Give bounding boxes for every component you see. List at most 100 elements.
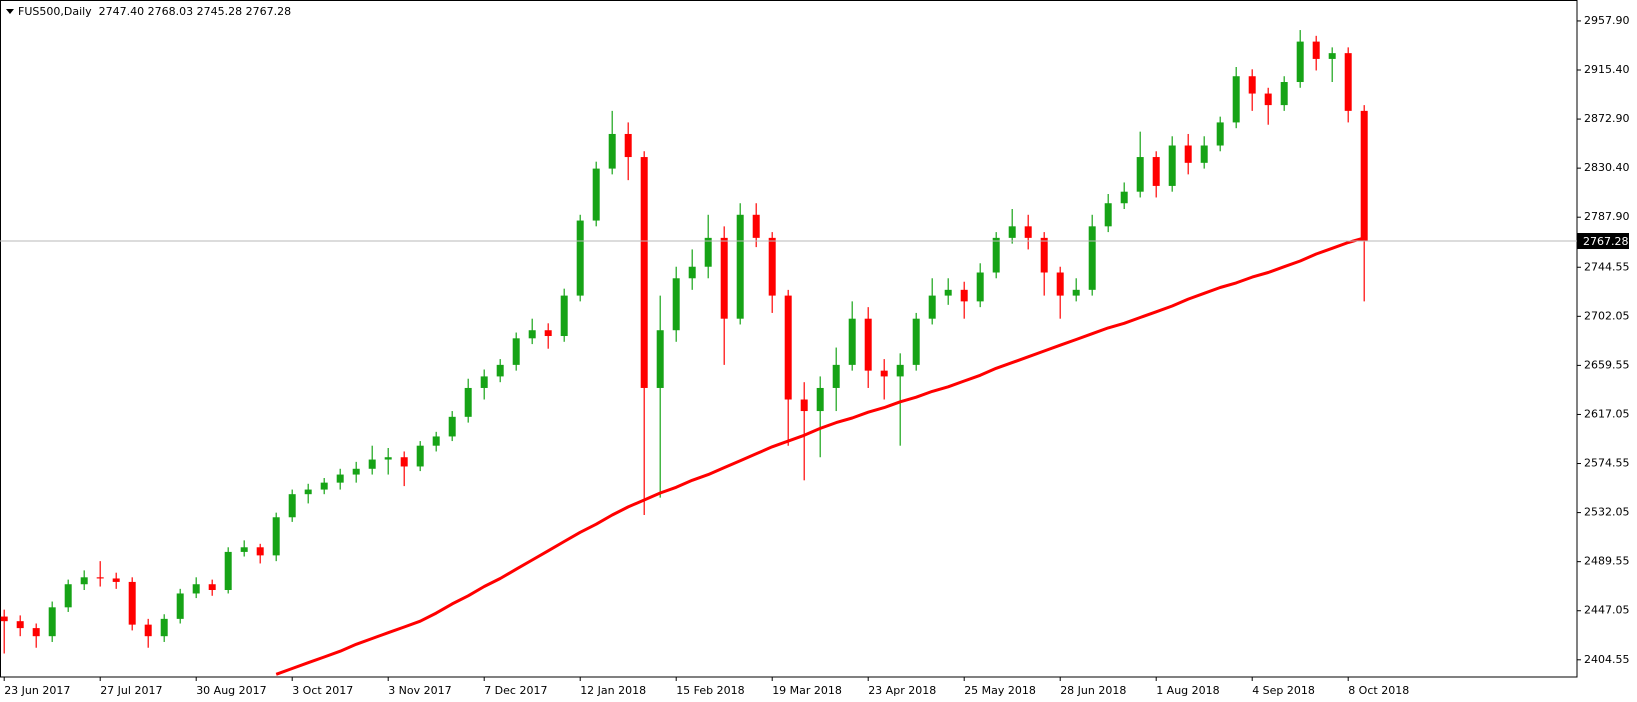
candle-body (784, 295, 792, 400)
candle-body (1056, 272, 1064, 296)
y-tick-label: 2872.90 (1584, 112, 1630, 125)
candle-body (768, 237, 776, 296)
candle-body (688, 266, 696, 279)
candle-body (832, 364, 840, 388)
candle-body (544, 330, 552, 337)
candle-body (208, 584, 216, 591)
candle-body (1168, 145, 1176, 186)
y-tick-label: 2702.05 (1584, 309, 1630, 322)
x-tick-label: 4 Sep 2018 (1252, 684, 1315, 697)
y-tick-label: 2532.05 (1584, 506, 1630, 519)
y-tick-label: 2574.55 (1584, 457, 1630, 470)
candle-body (864, 318, 872, 371)
candle-body (1152, 157, 1160, 186)
x-tick-label: 3 Oct 2017 (292, 684, 353, 697)
candle-body (384, 457, 392, 460)
y-tick-label: 2830.40 (1584, 161, 1630, 174)
candle-body (752, 214, 760, 238)
candle-body (992, 237, 1000, 273)
x-tick-label: 25 May 2018 (964, 684, 1036, 697)
candle-body (112, 578, 120, 582)
y-tick-label: 2447.05 (1584, 604, 1630, 617)
y-tick-label: 2404.55 (1584, 653, 1630, 666)
candle-body (960, 289, 968, 302)
candle-body (1008, 226, 1016, 238)
x-tick-label: 23 Apr 2018 (868, 684, 936, 697)
candle-body (1296, 41, 1304, 83)
candle-body (0, 616, 8, 622)
candle-body (944, 289, 952, 296)
candle-body (32, 628, 40, 637)
candle-body (624, 133, 632, 158)
candle-body (464, 387, 472, 417)
candle-body (704, 237, 712, 267)
y-tick-label: 2617.05 (1584, 407, 1630, 420)
candle-body (416, 445, 424, 467)
x-tick-label: 15 Feb 2018 (676, 684, 744, 697)
x-tick-label: 19 Mar 2018 (772, 684, 842, 697)
y-tick-label: 2915.40 (1584, 63, 1630, 76)
last-price-box (1577, 233, 1629, 250)
x-tick-label: 7 Dec 2017 (484, 684, 547, 697)
candle-body (592, 168, 600, 221)
candle-body (608, 133, 616, 169)
candle-body (736, 214, 744, 319)
candle-body (16, 621, 24, 629)
candle-body (1184, 145, 1192, 163)
candle-body (1248, 76, 1256, 94)
candle-body (1264, 93, 1272, 106)
x-tick-label: 23 Jun 2017 (4, 684, 70, 697)
candle-body (816, 387, 824, 412)
plot-frame (0, 0, 1578, 678)
x-tick-label: 8 Oct 2018 (1348, 684, 1409, 697)
x-tick-label: 28 Jun 2018 (1060, 684, 1126, 697)
candle-body (128, 581, 136, 625)
y-tick-label: 2489.55 (1584, 555, 1630, 568)
candle-body (576, 220, 584, 296)
candle-body (848, 318, 856, 365)
collapse-arrow[interactable] (6, 9, 14, 14)
candle-body (480, 376, 488, 388)
candle-body (896, 364, 904, 377)
candle-body (672, 278, 680, 331)
chart-header: FUS500,Daily 2747.40 2768.03 2745.28 276… (18, 5, 291, 18)
candle-body (1232, 76, 1240, 123)
candle-body (400, 457, 408, 467)
x-tick-label: 12 Jan 2018 (580, 684, 646, 697)
candle-body (976, 272, 984, 302)
candle-body (640, 157, 648, 388)
candle-body (368, 459, 376, 469)
candle-body (48, 607, 56, 637)
candle-body (272, 517, 280, 556)
candle-body (928, 295, 936, 319)
candle-body (1104, 203, 1112, 227)
candle-body (528, 330, 536, 339)
y-tick-label: 2744.55 (1584, 260, 1630, 273)
last-price-label: 2767.28 (1583, 235, 1629, 248)
candle-body (1312, 41, 1320, 59)
candle-body (336, 474, 344, 483)
candle-body (288, 494, 296, 518)
x-tick-label: 30 Aug 2017 (196, 684, 266, 697)
candle-body (1328, 53, 1336, 59)
candle-body (80, 577, 88, 585)
candle-body (432, 436, 440, 446)
candle-body (656, 330, 664, 388)
candle-body (512, 338, 520, 365)
candle-body (1088, 226, 1096, 290)
candle-body (912, 318, 920, 365)
candle-body (1280, 82, 1288, 106)
candle-body (240, 547, 248, 552)
candle-body (192, 584, 200, 594)
candle-body (176, 593, 184, 619)
candle-body (1216, 122, 1224, 146)
candle-body (1120, 191, 1128, 204)
candle-body (1136, 157, 1144, 192)
candle-body (224, 551, 232, 591)
x-tick-label: 27 Jul 2017 (100, 684, 162, 697)
candle-body (1344, 53, 1352, 111)
candle-body (1360, 110, 1368, 242)
candle-body (496, 364, 504, 377)
